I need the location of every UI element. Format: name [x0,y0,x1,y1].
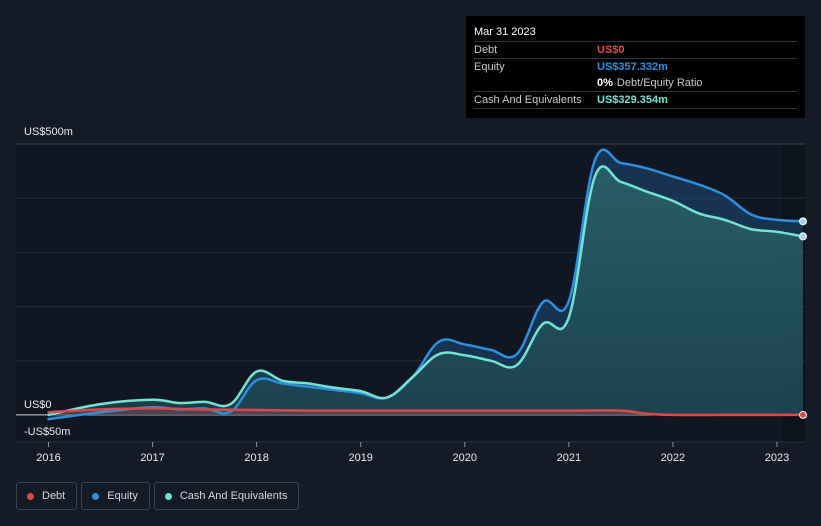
tooltip-row-debt: Debt US$0 [474,41,797,58]
x-tick-label-2021: 2021 [557,452,581,464]
legend-label-cash: Cash And Equivalents [179,490,288,502]
end-marker-cash [799,232,807,241]
end-marker-debt [799,410,807,419]
legend: Debt Equity Cash And Equivalents [16,482,303,510]
legend-label-equity: Equity [107,490,138,502]
tooltip-ratio-value: 0% [597,77,613,89]
tooltip-debt-label: Debt [474,44,498,56]
end-markers [799,217,807,419]
y-label-top: US$500m [24,126,73,138]
tooltip-ratio-label: Debt/Equity Ratio [616,77,703,89]
x-tick-label-2022: 2022 [661,452,685,464]
end-marker-equity [799,217,807,226]
tooltip-ratio-spacer [474,75,597,91]
tooltip-cash-value: US$329.354m [597,94,668,106]
y-label-bottom: -US$50m [24,426,70,438]
tooltip-debt-value: US$0 [597,44,625,56]
tooltip-equity-value: US$357.332m [597,61,668,73]
legend-item-equity[interactable]: Equity [81,482,150,510]
area-cash [48,166,803,415]
tooltip-row-cash: Cash And Equivalents US$329.354m [474,91,797,109]
series-lines [47,148,805,421]
tooltip-cash-label: Cash And Equivalents [474,94,582,106]
x-tick-label-2019: 2019 [348,452,372,464]
legend-dot-equity [92,492,100,500]
tooltip-equity-label: Equity [474,61,505,73]
tooltip-row-equity: Equity US$357.332m [474,58,797,75]
legend-item-debt[interactable]: Debt [16,482,78,510]
tooltip-date: Mar 31 2023 [474,26,536,38]
x-tick-label-2018: 2018 [244,452,268,464]
line-equity [47,148,805,421]
x-tick-label-2017: 2017 [140,452,164,464]
legend-dot-cash [164,492,172,500]
y-label-zero: US$0 [24,399,52,411]
line-cash [47,165,805,417]
x-axis-ticks: 2016 2017 2018 2019 2020 2021 2022 2023 [36,442,789,464]
tooltip-row-ratio: 0% Debt/Equity Ratio [474,75,797,91]
legend-item-cash[interactable]: Cash And Equivalents [153,482,300,510]
x-tick-label-2023: 2023 [765,452,789,464]
x-tick-label-2020: 2020 [453,452,477,464]
x-tick-label-2016: 2016 [36,452,60,464]
tooltip-panel: Mar 31 2023 Debt US$0 Equity US$357.332m… [466,16,805,118]
line-debt [47,407,805,417]
legend-dot-debt [27,492,34,500]
legend-label-debt: Debt [42,490,66,502]
